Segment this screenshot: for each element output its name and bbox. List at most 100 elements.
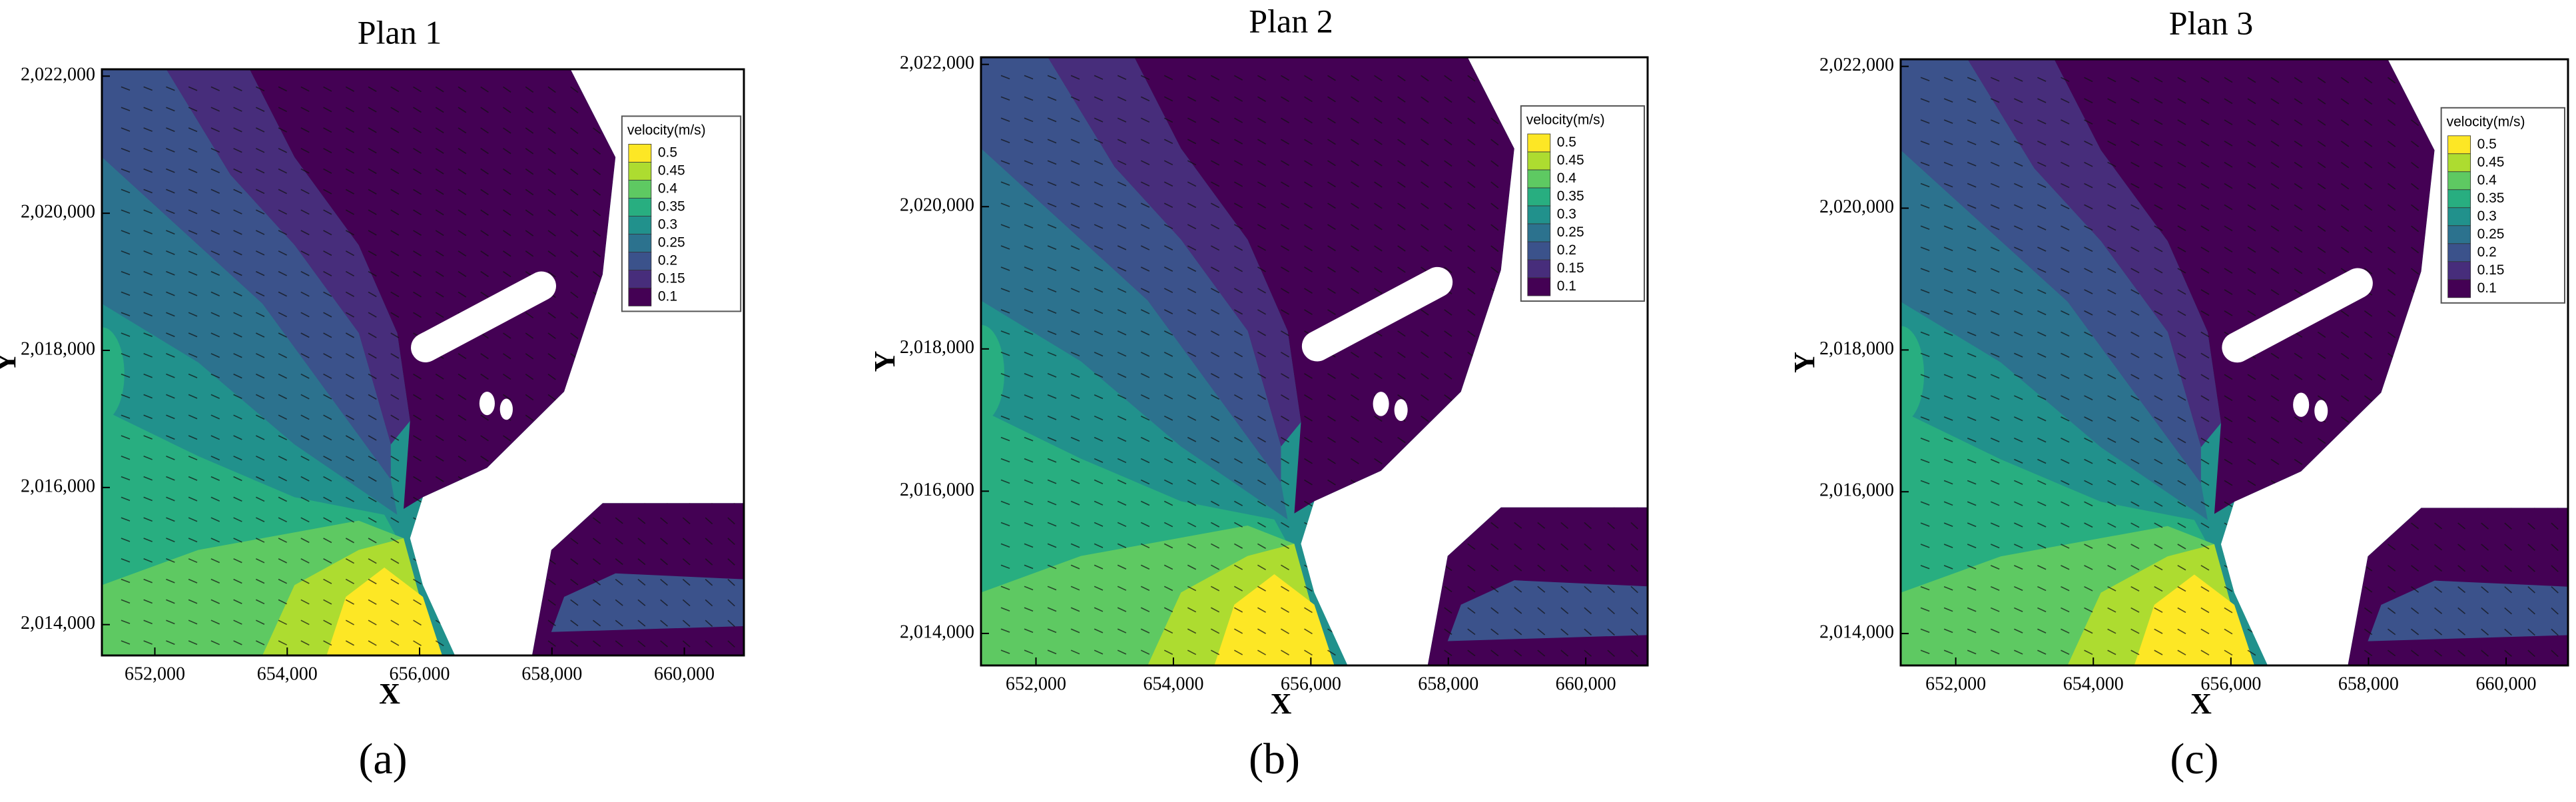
velocity-vector [2061, 458, 2070, 464]
velocity-vector [121, 538, 131, 542]
island [1394, 399, 1408, 421]
velocity-vector [2061, 183, 2070, 189]
velocity-vector [2200, 649, 2210, 656]
velocity-vector [1351, 139, 1359, 145]
velocity-vector [1514, 649, 1522, 657]
velocity-vector [1024, 266, 1034, 271]
velocity-vector [1024, 75, 1034, 80]
velocity-vector [1047, 309, 1057, 314]
velocity-vector [1233, 607, 1243, 613]
velocity-vector [2154, 628, 2163, 634]
velocity-vector [345, 127, 354, 133]
velocity-vector [1210, 117, 1220, 123]
velocity-vector [188, 414, 198, 420]
velocity-vector [1210, 522, 1220, 528]
velocity-vector [1920, 544, 1930, 548]
velocity-vector [2084, 544, 2093, 549]
velocity-vector [2107, 544, 2116, 550]
velocity-vector [2154, 480, 2163, 486]
velocity-vector [2084, 438, 2093, 443]
velocity-vector [345, 435, 354, 441]
velocity-vector [300, 270, 310, 276]
velocity-vector [1210, 224, 1220, 230]
velocity-vector [1024, 543, 1034, 548]
velocity-vector [278, 373, 287, 379]
velocity-vector [1257, 224, 1266, 230]
velocity-vector [345, 353, 354, 359]
velocity-vector [682, 558, 691, 566]
velocity-vector [368, 332, 377, 338]
velocity-vector [1163, 564, 1173, 570]
velocity-vector [727, 579, 735, 586]
velocity-vector [300, 538, 310, 544]
velocity-vector [1374, 373, 1383, 380]
velocity-vector [1920, 458, 1930, 464]
velocity-vector [1560, 649, 1569, 657]
velocity-vector [1467, 330, 1476, 337]
velocity-vector [1117, 586, 1127, 591]
velocity-vector [2084, 649, 2093, 655]
velocity-vector [1094, 649, 1104, 655]
velocity-vector [188, 619, 198, 625]
contour-region [2134, 574, 2255, 665]
velocity-vector [1304, 415, 1313, 422]
velocity-vector [1210, 564, 1220, 570]
velocity-vector [1327, 160, 1336, 167]
velocity-vector [121, 250, 131, 255]
velocity-vector [2061, 501, 2070, 507]
velocity-vector [1070, 436, 1080, 442]
y-tick-label: 2,016,000 [21, 476, 95, 496]
velocity-vector [278, 456, 287, 461]
velocity-vector [1140, 181, 1150, 187]
y-tick-label: 2,014,000 [21, 613, 95, 633]
velocity-vector [1584, 522, 1592, 530]
velocity-vector [2247, 162, 2256, 168]
velocity-vector [2177, 162, 2186, 168]
velocity-vector [1444, 373, 1452, 380]
velocity-vector [1094, 330, 1104, 336]
velocity-vector [1187, 586, 1197, 592]
velocity-vector [1140, 75, 1150, 81]
velocity-vector [1990, 522, 2000, 528]
velocity-vector [323, 250, 332, 256]
velocity-vector [1374, 458, 1383, 464]
velocity-vector [1920, 225, 1930, 230]
velocity-vector [2084, 225, 2093, 231]
velocity-vector [1187, 415, 1197, 421]
velocity-vector [1024, 309, 1034, 314]
velocity-vector [210, 127, 220, 133]
velocity-vector [2224, 586, 2233, 592]
velocity-vector [2270, 204, 2280, 210]
velocity-vector [2387, 225, 2396, 232]
velocity-vector [390, 414, 400, 420]
velocity-vector [503, 250, 511, 257]
velocity-vector [345, 168, 354, 175]
velocity-vector [2014, 649, 2023, 655]
velocity-vector [1943, 522, 1953, 528]
velocity-vector [300, 599, 310, 605]
velocity-vector [2411, 268, 2419, 275]
velocity-vector [1304, 288, 1313, 294]
velocity-vector [121, 86, 131, 91]
velocity-vector [368, 619, 377, 625]
velocity-vector [2130, 310, 2140, 316]
velocity-vector [1163, 288, 1173, 293]
colorbar-label: 0.2 [2477, 244, 2497, 260]
velocity-vector [458, 250, 467, 257]
velocity-vector [503, 435, 511, 442]
velocity-vector [1467, 564, 1476, 572]
velocity-vector [390, 332, 400, 338]
velocity-vector [2504, 628, 2512, 636]
velocity-vector [256, 538, 265, 543]
velocity-vector [1257, 309, 1266, 315]
velocity-vector [2154, 225, 2163, 231]
velocity-vector [2107, 161, 2116, 167]
velocity-vector [2294, 141, 2303, 147]
velocity-vector [2154, 204, 2163, 210]
velocity-vector [390, 107, 400, 113]
velocity-vector [2014, 352, 2023, 358]
velocity-vector [2061, 331, 2070, 337]
velocity-vector [1047, 500, 1057, 506]
velocity-vector [2247, 458, 2256, 465]
velocity-vector [368, 640, 377, 646]
